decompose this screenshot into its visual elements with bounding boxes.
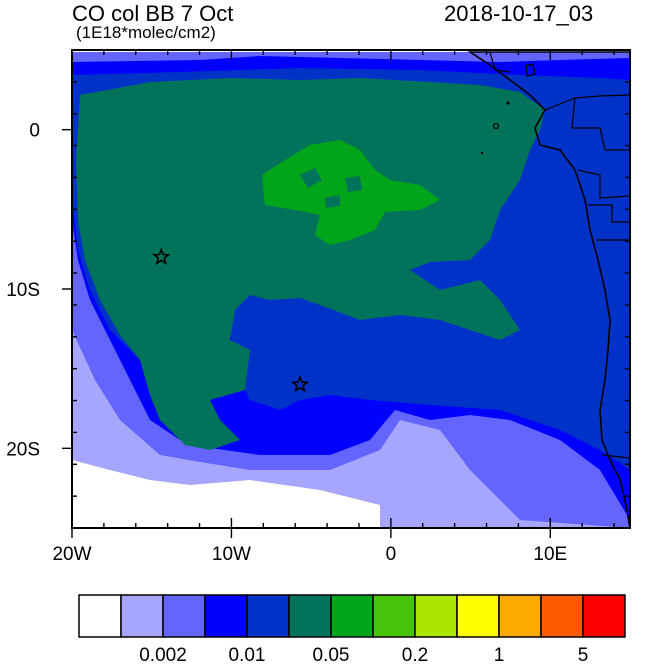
colorbar-box bbox=[498, 594, 542, 638]
colorbar-box bbox=[78, 594, 122, 638]
colorbar-box bbox=[246, 594, 290, 638]
y-tick-label: 20S bbox=[6, 439, 40, 460]
axis-ticks bbox=[62, 49, 630, 538]
colorbar-label: 0.002 bbox=[139, 645, 187, 666]
colorbar-box bbox=[330, 594, 374, 638]
colorbar-box bbox=[162, 594, 206, 638]
colorbar-box bbox=[540, 594, 584, 638]
colorbar-box bbox=[288, 594, 332, 638]
y-tick-label: 10S bbox=[6, 280, 40, 301]
units-label: (1E18*molec/cm2) bbox=[76, 23, 216, 42]
colorbar-box bbox=[372, 594, 416, 638]
colorbar-labels: 0.002 0.01 0.05 0.2 1 5 bbox=[139, 645, 588, 666]
colorbar-box bbox=[456, 594, 500, 638]
colorbar-label: 0.05 bbox=[313, 645, 350, 666]
colorbar bbox=[78, 594, 626, 638]
x-tick-label: 10E bbox=[533, 544, 567, 565]
colorbar-box bbox=[204, 594, 248, 638]
star-marker bbox=[290, 374, 310, 393]
africa-landmass bbox=[467, 51, 630, 528]
x-tick-label: 20W bbox=[52, 544, 91, 565]
x-tick-label: 0 bbox=[386, 544, 397, 565]
colorbar-box bbox=[582, 594, 626, 638]
site-markers bbox=[151, 247, 310, 393]
colorbar-label: 5 bbox=[578, 645, 589, 666]
star-marker bbox=[151, 247, 171, 266]
colorbar-label: 0.01 bbox=[229, 645, 266, 666]
colorbar-label: 1 bbox=[494, 645, 505, 666]
colorbar-box bbox=[120, 594, 164, 638]
axis-tick-labels: 20W 10W 0 10E 0 10S 20S bbox=[6, 121, 567, 565]
timestamp-label: 2018-10-17_03 bbox=[444, 1, 594, 26]
y-tick-label: 0 bbox=[29, 121, 40, 142]
colorbar-box bbox=[414, 594, 458, 638]
colorbar-label: 0.2 bbox=[402, 645, 428, 666]
map-title: CO col BB 7 Oct bbox=[72, 1, 234, 26]
x-tick-label: 10W bbox=[212, 544, 251, 565]
co-column-field bbox=[72, 50, 630, 528]
